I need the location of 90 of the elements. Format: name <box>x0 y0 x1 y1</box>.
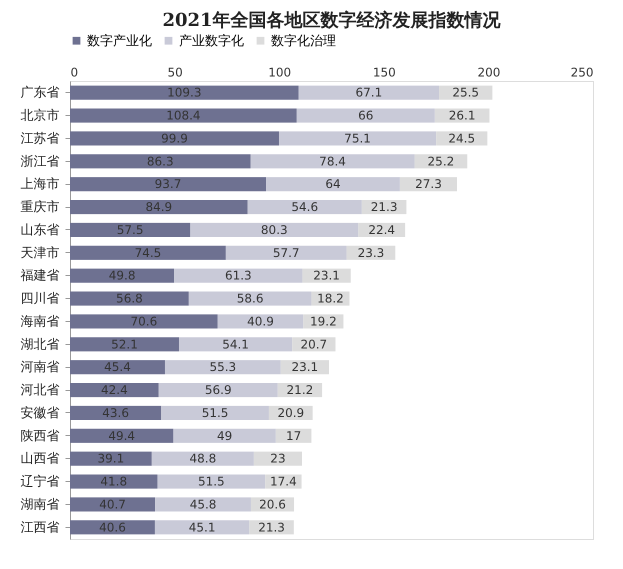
y-tick-label: 山东省 <box>20 222 60 238</box>
data-label: 66 <box>358 108 374 123</box>
y-tick-label: 上海市 <box>20 177 60 192</box>
data-label: 40.9 <box>247 314 274 328</box>
data-label: 18.2 <box>317 292 344 306</box>
data-label: 84.9 <box>145 200 172 214</box>
x-tick-label: 250 <box>570 66 594 80</box>
legend-label: 数字产业化 <box>87 32 152 49</box>
y-tick-label: 浙江省 <box>20 154 60 170</box>
chart-title: 2021年全国各地区数字经济发展指数情况 <box>162 10 502 31</box>
y-tick-label: 海南省 <box>20 314 60 330</box>
data-label: 99.9 <box>161 131 188 146</box>
data-label: 75.1 <box>344 131 371 146</box>
data-label: 56.9 <box>204 383 232 398</box>
data-label: 27.3 <box>415 177 442 192</box>
data-label: 57.5 <box>116 222 144 237</box>
data-label: 17.4 <box>270 474 297 489</box>
data-label: 58.6 <box>236 292 264 306</box>
y-tick-label: 福建省 <box>20 268 60 284</box>
data-label: 70.6 <box>130 314 158 328</box>
data-label: 49.4 <box>108 428 136 443</box>
data-label: 78.4 <box>319 154 346 168</box>
y-tick-label: 辽宁省 <box>20 474 60 490</box>
data-label: 109.3 <box>167 86 202 100</box>
y-tick-label: 安徽省 <box>20 404 60 421</box>
data-label: 42.4 <box>100 383 128 398</box>
x-tick-label: 150 <box>372 66 396 80</box>
data-label: 39.1 <box>98 452 124 466</box>
data-label: 49 <box>216 428 232 443</box>
data-label: 21.3 <box>370 200 398 214</box>
data-label: 48.8 <box>189 452 216 466</box>
data-label: 54.1 <box>222 337 249 352</box>
data-label: 17 <box>286 428 302 443</box>
y-tick-label: 天津市 <box>20 246 60 261</box>
data-label: 40.7 <box>99 497 126 512</box>
data-label: 93.7 <box>154 177 182 192</box>
data-label: 43.6 <box>102 406 129 420</box>
data-label: 74.5 <box>134 246 162 260</box>
data-label: 24.5 <box>448 131 476 146</box>
legend-label: 产业数字化 <box>179 32 244 49</box>
data-label: 23.1 <box>313 268 340 283</box>
x-tick-label: 100 <box>268 66 292 80</box>
data-label: 20.6 <box>259 497 286 512</box>
y-tick-label: 湖南省 <box>20 497 60 512</box>
data-label: 51.5 <box>198 474 225 489</box>
data-label: 61.3 <box>224 268 252 283</box>
data-label: 54.6 <box>291 200 318 214</box>
data-label: 45.8 <box>190 497 216 512</box>
data-label: 26.1 <box>448 108 476 123</box>
y-tick-label: 江西省 <box>20 520 60 536</box>
data-label: 21.2 <box>286 383 314 398</box>
data-label: 21.3 <box>258 520 285 534</box>
y-tick-label: 北京市 <box>20 108 60 124</box>
y-tick-label: 广东省 <box>20 86 60 101</box>
y-tick-label: 江苏省 <box>20 131 60 146</box>
data-label: 40.6 <box>99 520 126 534</box>
data-label: 51.5 <box>202 406 228 420</box>
data-label: 86.3 <box>146 154 174 168</box>
legend-label: 数字化治理 <box>271 32 336 49</box>
y-tick-label: 四川省 <box>20 292 60 307</box>
data-label: 19.2 <box>310 314 337 328</box>
data-label: 41.8 <box>100 474 128 489</box>
y-tick-label: 陕西省 <box>20 428 60 444</box>
data-label: 45.4 <box>104 360 131 374</box>
data-label: 23.3 <box>358 246 384 260</box>
data-label: 64 <box>325 177 341 192</box>
data-label: 45.1 <box>188 520 216 534</box>
data-label: 20.9 <box>277 406 304 420</box>
data-label: 80.3 <box>260 222 288 237</box>
data-label: 52.1 <box>111 337 138 352</box>
x-tick-label: 0 <box>70 66 78 80</box>
x-tick-label: 50 <box>167 66 183 80</box>
y-tick-label: 河南省 <box>20 360 60 376</box>
data-label: 57.7 <box>272 246 300 260</box>
y-tick-label: 山西省 <box>20 452 60 467</box>
data-label: 23.1 <box>291 360 318 374</box>
data-label: 25.5 <box>452 86 480 100</box>
y-tick-label: 湖北省 <box>20 337 60 352</box>
y-tick-label: 河北省 <box>20 383 60 398</box>
data-label: 49.8 <box>108 268 136 283</box>
data-label: 55.3 <box>209 360 236 374</box>
data-label: 108.4 <box>166 108 201 123</box>
data-label: 56.8 <box>116 292 143 306</box>
data-label: 22.4 <box>368 222 396 237</box>
x-tick-label: 200 <box>477 66 500 80</box>
data-label: 67.1 <box>355 86 382 100</box>
data-label: 25.2 <box>428 154 454 168</box>
data-label: 23 <box>270 452 286 466</box>
data-label: 20.7 <box>300 337 328 352</box>
y-tick-label: 重庆市 <box>20 200 60 216</box>
